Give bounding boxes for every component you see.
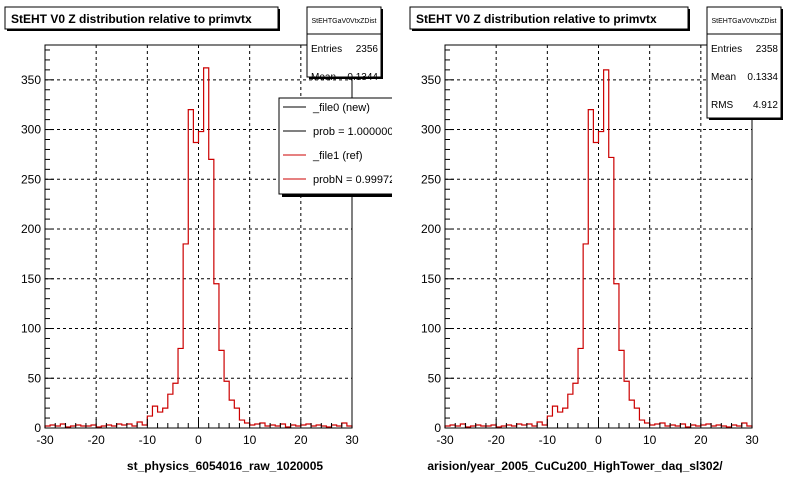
stats-value: 2356 [356,44,379,55]
x-tick-label: 10 [243,433,257,447]
stats-value: 2358 [756,44,779,55]
y-tick-label: 150 [421,272,441,286]
histogram-panel-right: -30 -20 -10 0 10 20 30050100150200250300350ari… [409,6,783,473]
y-tick-label: 200 [21,222,41,236]
legend-entry-label: _file0 (new) [312,102,370,114]
y-tick-label: 200 [421,222,441,236]
y-tick-label: 250 [21,172,41,186]
chart-title: StEHT V0 Z distribution relative to prim… [11,12,252,26]
y-tick-label: 100 [421,322,441,336]
x-tick-label: 30 [345,433,359,447]
x-tick-label: -10 [139,433,157,447]
stats-label: Entries [311,44,342,55]
stats-box [706,6,782,119]
y-tick-label: 100 [21,322,41,336]
x-tick-label: -30 [36,433,54,447]
stats-box [306,6,382,78]
stats-label: Mean [311,72,336,83]
y-tick-label: 0 [34,421,41,435]
chart-title: StEHT V0 Z distribution relative to prim… [416,12,657,26]
histogram-panel-left: -30 -20 -10 0 10 20 30050100150200250300350st_… [4,6,395,473]
y-tick-label: 350 [421,73,441,87]
y-tick-label: 0 [434,421,441,435]
stats-label: Mean [711,72,736,83]
stats-value: 4.912 [753,100,778,111]
y-tick-label: 300 [21,123,41,137]
legend-entry-label: prob = 1.000000 [313,126,393,138]
x-axis-label: arision/year_2005_CuCu200_HighTower_daq_… [427,459,723,473]
x-axis-label: st_physics_6054016_raw_1020005 [127,459,323,473]
x-tick-label: 30 [745,433,759,447]
x-tick-label: 20 [294,433,308,447]
stats-value: 0.1334 [747,72,778,83]
x-tick-label: -20 [487,433,505,447]
x-tick-label: 0 [195,433,202,447]
x-tick-label: 20 [694,433,708,447]
legend-entry-label: _file1 (ref) [312,150,363,162]
x-tick-label: 0 [595,433,602,447]
stats-name: StEHTGaV0VtxZDist [712,18,777,25]
stats-value: 0.1344 [347,72,378,83]
stats-name: StEHTGaV0VtxZDist [312,18,377,25]
y-tick-label: 250 [421,172,441,186]
stats-label: RMS [711,100,734,111]
legend-box [278,97,392,195]
x-tick-label: -30 [436,433,454,447]
stats-label: Entries [711,44,742,55]
title-box [409,6,689,30]
x-tick-label: 10 [643,433,657,447]
legend: _file0 (new) prob = 1.000000 _file1 (ref) p… [278,97,395,197]
y-tick-label: 50 [28,371,42,385]
legend-entry-label: probN = 0.99972 [313,174,395,186]
x-tick-label: -10 [539,433,557,447]
x-tick-label: -20 [87,433,105,447]
y-tick-label: 350 [21,73,41,87]
y-tick-label: 150 [21,272,41,286]
y-tick-label: 300 [421,123,441,137]
y-tick-label: 50 [428,371,442,385]
title-box [4,6,279,30]
